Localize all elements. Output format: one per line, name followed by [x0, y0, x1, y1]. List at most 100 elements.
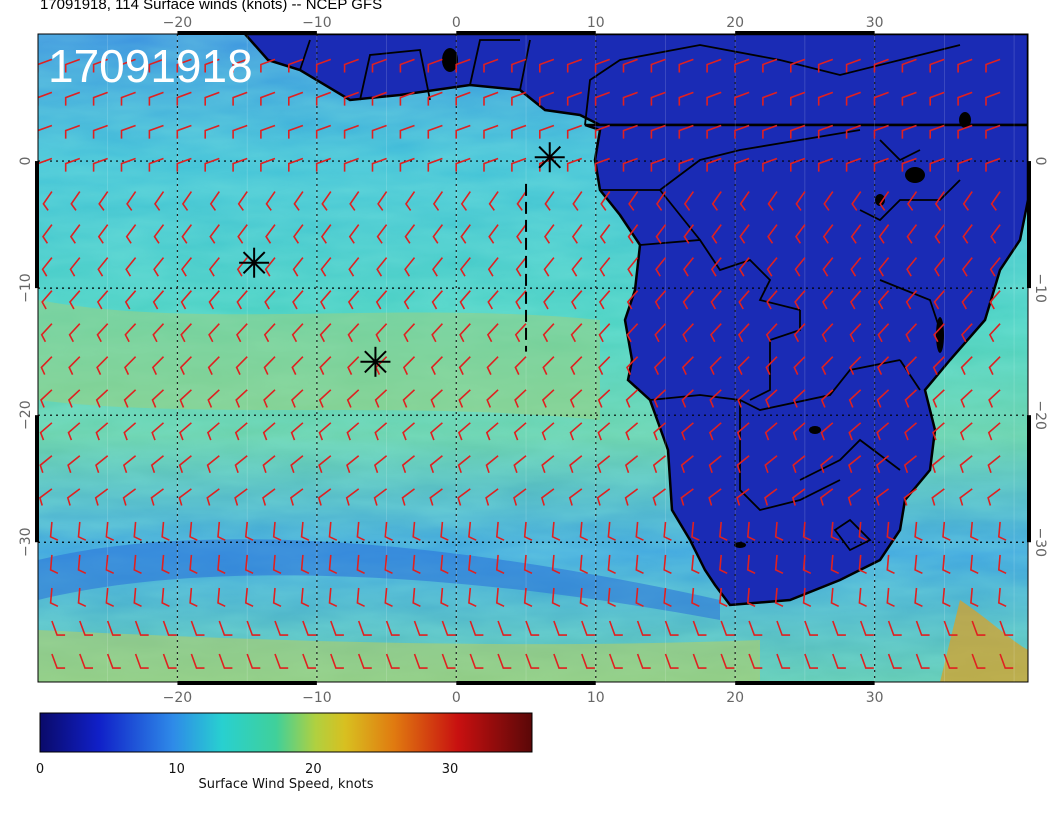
wind-barb [653, 389, 667, 408]
wind-barb [207, 356, 220, 375]
wind-barb [94, 488, 109, 506]
wind-barb [148, 157, 164, 172]
wind-barb [161, 521, 170, 541]
wind-barb [232, 124, 248, 139]
wind-barb [635, 587, 644, 608]
wind-barb [877, 356, 890, 375]
wind-barb [795, 191, 806, 211]
wind-barb [343, 58, 359, 73]
wind-barb [274, 653, 289, 669]
wind-barb [457, 422, 471, 441]
colorbar [39, 712, 533, 753]
lon-tick-bottom-2: 0 [452, 690, 461, 706]
wind-barb [706, 91, 722, 106]
wind-barb [92, 58, 108, 73]
wind-barb [734, 58, 750, 73]
wind-barb [384, 521, 393, 541]
wind-barb [66, 488, 81, 506]
wind-barb [272, 554, 282, 575]
wind-barb [40, 389, 53, 408]
wind-barb [206, 422, 220, 441]
wind-barb [791, 488, 806, 506]
wind-barb [374, 422, 388, 441]
wind-barb [873, 91, 889, 106]
wind-barb [432, 191, 444, 211]
wind-barb [38, 58, 53, 73]
wind-barb [596, 488, 611, 506]
wind-barb [291, 389, 304, 408]
wind-barb [123, 389, 137, 408]
wind-barb [179, 356, 192, 375]
wind-barb [736, 488, 750, 506]
wind-barb [317, 488, 332, 506]
wind-barb [300, 554, 310, 575]
wind-barb [371, 58, 387, 73]
wind-barb [599, 257, 611, 277]
wind-barb [598, 356, 611, 375]
wind-barb [315, 124, 332, 139]
wind-barb [217, 587, 226, 608]
wind-barb [607, 521, 616, 541]
wind-barb [652, 455, 667, 474]
wind-barb [320, 224, 332, 244]
wind-barb [914, 521, 923, 541]
wind-barb [429, 488, 443, 506]
wind-barb [845, 124, 861, 139]
wind-barb [804, 653, 818, 669]
wind-barb [691, 521, 700, 541]
wind-barb [79, 620, 93, 636]
wind-barb [985, 124, 1001, 139]
wind-barb [38, 157, 53, 172]
wind-barb [69, 224, 81, 244]
wind-barb [737, 323, 750, 343]
wind-barb [162, 653, 177, 669]
wind-barb [348, 224, 360, 244]
wind-barb [539, 58, 555, 73]
wind-barb [849, 290, 862, 310]
wind-barb [486, 356, 499, 375]
wind-barb [133, 554, 142, 575]
wind-barb [957, 58, 973, 73]
wind-barb [737, 389, 750, 408]
wind-barb [819, 488, 834, 506]
wind-barb [483, 91, 499, 106]
wind-barb [181, 257, 193, 277]
wind-barb [123, 422, 137, 441]
wind-barb [990, 191, 1001, 211]
wind-barb [915, 653, 930, 669]
wind-barb [879, 191, 890, 211]
wind-barb [161, 554, 170, 575]
wind-barb [236, 290, 248, 310]
wind-barb [515, 290, 527, 310]
wind-barb [179, 389, 192, 408]
wind-barb [774, 521, 784, 541]
lon-tick-bottom-5: 30 [866, 690, 884, 706]
wind-barb [274, 620, 289, 636]
wind-barb [765, 323, 778, 343]
wind-barb [711, 224, 722, 244]
wind-barb [402, 422, 416, 441]
wind-barb [692, 620, 707, 636]
wind-barb [265, 191, 276, 211]
wind-barb [237, 191, 248, 211]
wind-barb [540, 488, 555, 506]
wind-barb [942, 521, 951, 541]
wind-barb [209, 224, 220, 244]
wind-barb [432, 257, 444, 277]
lat-tick-right-0: 0 [1032, 157, 1048, 166]
wind-barb [626, 323, 639, 343]
wind-barb [346, 455, 360, 474]
wind-barb [739, 191, 750, 211]
wind-barb [148, 124, 164, 139]
wind-barb [236, 257, 248, 277]
wind-barb [405, 191, 416, 211]
wind-barb [40, 323, 53, 343]
wind-barb [153, 257, 165, 277]
wind-barb [960, 389, 973, 408]
lon-tick-top-4: 20 [726, 15, 744, 31]
wind-barb [971, 653, 986, 669]
wind-barb [151, 356, 165, 375]
wind-barb [656, 191, 667, 211]
wind-barb [315, 157, 332, 172]
